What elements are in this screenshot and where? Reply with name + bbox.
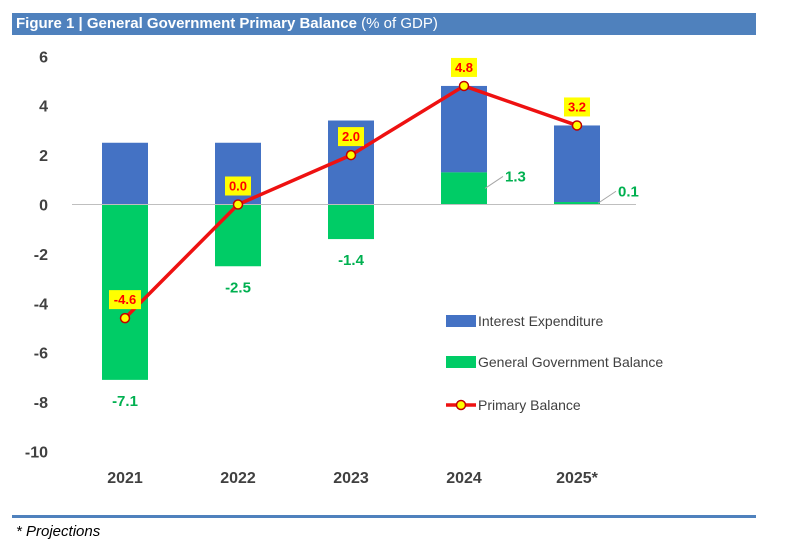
primary-data-label: 3.2: [568, 99, 586, 114]
primary-label-box: [225, 176, 251, 196]
balance-data-label: -7.1: [112, 393, 138, 410]
interest-bar: [102, 142, 148, 205]
legend-swatch-balance: [446, 356, 476, 368]
primary-data-label: -4.6: [114, 292, 136, 307]
primary-label-box: [338, 127, 364, 147]
legend-label-primary: Primary Balance: [478, 397, 581, 413]
figure-title-bold: Figure 1 | General Government Primary Ba…: [16, 15, 357, 32]
primary-balance-marker: [119, 312, 131, 324]
legend-swatch-primary-marker: [455, 399, 467, 411]
y-tick-label: 2: [39, 148, 48, 165]
y-tick-label: -4: [34, 296, 48, 313]
primary-balance-marker: [345, 149, 357, 161]
primary-balance-marker: [571, 120, 583, 131]
y-tick-label: -6: [34, 346, 48, 363]
leader-line: [597, 190, 617, 204]
figure-title: Figure 1 | General Government Primary Ba…: [12, 13, 756, 35]
primary-data-label: 0.0: [229, 179, 247, 194]
primary-balance-marker: [458, 80, 470, 92]
interest-bar: [441, 85, 487, 173]
x-category-label: 2024: [446, 470, 482, 487]
balance-data-label: -1.4: [338, 252, 365, 269]
balance-bar: [215, 204, 261, 267]
y-tick-label: 0: [39, 198, 48, 215]
footnote: * Projections: [16, 523, 101, 540]
primary-balance-marker: [232, 199, 244, 210]
figure-title-units: (% of GDP): [361, 15, 438, 32]
y-tick-label: -8: [34, 395, 48, 412]
y-tick-label: 6: [39, 49, 48, 66]
balance-data-label: 0.1: [618, 183, 639, 200]
x-category-label: 2025*: [556, 470, 599, 487]
y-tick-label: -2: [34, 247, 48, 264]
balance-bar: [328, 204, 374, 240]
footer-rule: [12, 515, 756, 518]
interest-bar: [554, 125, 600, 203]
primary-label-box: [109, 290, 141, 310]
legend-label-interest: Interest Expenditure: [478, 313, 604, 329]
y-tick-label: -10: [25, 445, 48, 462]
leader-line: [484, 176, 504, 189]
primary-label-box: [451, 57, 477, 77]
legend-label-balance: General Government Balance: [478, 354, 663, 370]
balance-data-label: -2.5: [225, 279, 251, 296]
primary-data-label: 2.0: [342, 129, 360, 144]
balance-bar: [554, 202, 600, 205]
x-category-label: 2023: [333, 470, 369, 487]
y-tick-label: 4: [39, 99, 48, 116]
balance-bar: [441, 172, 487, 205]
balance-data-label: 1.3: [505, 168, 526, 185]
primary-label-box: [564, 97, 590, 117]
primary-data-label: 4.8: [455, 60, 473, 75]
x-category-label: 2022: [220, 470, 256, 487]
x-category-label: 2021: [107, 470, 143, 487]
legend-swatch-interest: [446, 315, 476, 327]
